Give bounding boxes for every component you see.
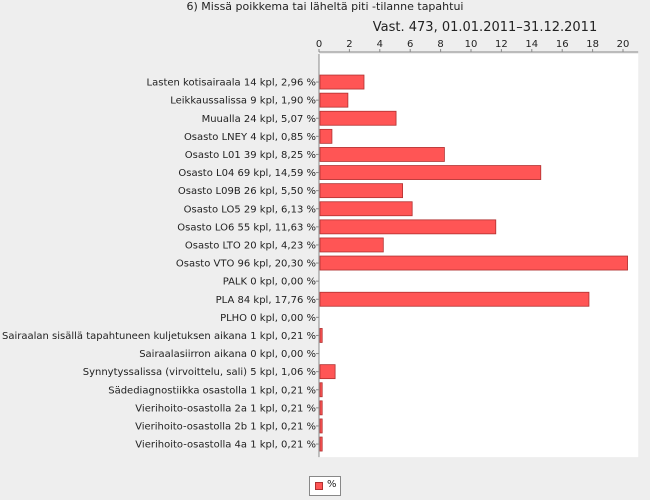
bar: [319, 255, 628, 271]
category-label: Synnytyssalissa (virvoittelu, sali) 5 kp…: [83, 367, 316, 378]
category-label: PLA 84 kpl, 17,76 %: [216, 295, 316, 306]
category-label: Sädediagnostiikka osastolla 1 kpl, 0,21 …: [108, 385, 316, 396]
category-label: Vierihoito-osastolla 2a 1 kpl, 0,21 %: [135, 403, 316, 414]
category-label: Sairaalasiirron aikana 0 kpl, 0,00 %: [139, 349, 316, 360]
x-tick-label: 2: [346, 39, 352, 50]
x-tick-label: 8: [437, 39, 443, 50]
bar: [319, 237, 384, 253]
bar: [319, 400, 323, 416]
bar: [319, 147, 445, 162]
bar: [319, 291, 590, 307]
x-tick-label: 4: [377, 39, 383, 50]
category-label: Osasto VTO 96 kpl, 20,30 %: [176, 259, 316, 270]
category-label: Sairaalan sisällä tapahtuneen kuljetukse…: [2, 331, 316, 342]
category-label: Osasto LO5 29 kpl, 6,13 %: [184, 204, 316, 215]
category-label: Muualla 24 kpl, 5,07 %: [202, 114, 316, 125]
bar: [319, 183, 403, 199]
bar: [319, 74, 365, 90]
bar: [319, 219, 497, 235]
category-label: PLHO 0 kpl, 0,00 %: [220, 313, 316, 324]
category-label: Osasto L09B 26 kpl, 5,50 %: [178, 186, 316, 197]
bar: [319, 92, 349, 108]
chart-title: 6) Missä poikkema tai läheltä piti -tila…: [186, 0, 464, 13]
bar: [319, 201, 413, 217]
bar: [319, 418, 323, 434]
chart-subtitle: Vast. 473, 01.01.2011–31.12.2011: [372, 20, 598, 35]
bar: [319, 110, 397, 126]
bar: [319, 364, 336, 380]
category-label: Osasto LNEY 4 kpl, 0,85 %: [184, 132, 316, 143]
legend: %: [309, 476, 341, 496]
x-tick-label: 0: [316, 39, 322, 50]
x-tick-label: 12: [495, 39, 508, 50]
bar-chart: 0 2 4 6 8 10 12 14 16 18 20 Lasten kotisairaala 14 …: [2, 39, 639, 458]
x-tick-label: 20: [617, 39, 630, 50]
bar: [319, 382, 323, 398]
bar: [319, 165, 542, 180]
category-label: Osasto LTO 20 kpl, 4,23 %: [185, 240, 316, 251]
x-tick-label: 6: [407, 39, 413, 50]
category-label: Vierihoito-osastolla 2b 1 kpl, 0,21 %: [135, 421, 316, 432]
bar: [319, 128, 333, 144]
category-label: Vierihoito-osastolla 4a 1 kpl, 0,21 %: [135, 440, 316, 451]
category-label: PALK 0 kpl, 0,00 %: [223, 277, 316, 288]
x-tick-label: 10: [465, 39, 478, 50]
x-tick-label: 16: [556, 39, 569, 50]
category-label: Osasto L01 39 kpl, 8,25 %: [185, 150, 316, 161]
category-label: Leikkaussalissa 9 kpl, 1,90 %: [170, 96, 316, 107]
legend-swatch: [315, 482, 323, 490]
legend-label: %: [327, 479, 337, 490]
x-tick-label: 14: [525, 39, 538, 50]
x-tick-label: 18: [586, 39, 599, 50]
bar: [319, 436, 323, 452]
category-label: Osasto LO6 55 kpl, 11,63 %: [177, 222, 316, 233]
category-label: Lasten kotisairaala 14 kpl, 2,96 %: [147, 78, 316, 89]
category-label: Osasto L04 69 kpl, 14,59 %: [178, 168, 316, 179]
bar: [319, 328, 323, 343]
